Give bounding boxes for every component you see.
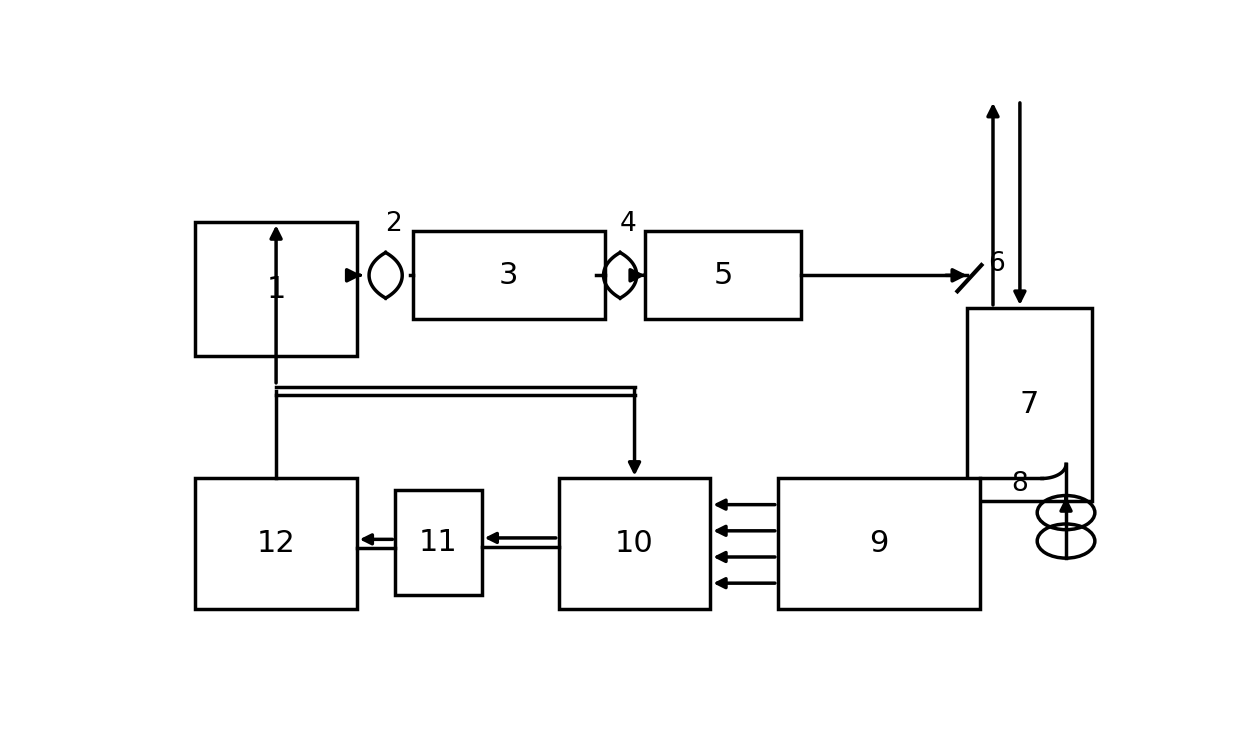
- Bar: [396, 490, 481, 595]
- Bar: [645, 231, 801, 319]
- Bar: [196, 478, 357, 610]
- Text: 2: 2: [384, 211, 402, 237]
- Text: 6: 6: [988, 251, 1004, 277]
- Text: 12: 12: [257, 529, 295, 559]
- Text: 10: 10: [615, 529, 653, 559]
- Text: 1: 1: [267, 275, 285, 304]
- Text: 9: 9: [869, 529, 888, 559]
- Text: 4: 4: [620, 211, 636, 237]
- Text: 8: 8: [1012, 471, 1028, 497]
- Bar: [413, 231, 605, 319]
- Text: 5: 5: [713, 261, 733, 290]
- Bar: [967, 307, 1092, 501]
- Text: 3: 3: [498, 261, 518, 290]
- Bar: [558, 478, 711, 610]
- Bar: [196, 222, 357, 356]
- Text: 11: 11: [419, 528, 458, 557]
- Bar: [777, 478, 980, 610]
- Text: 7: 7: [1019, 390, 1039, 419]
